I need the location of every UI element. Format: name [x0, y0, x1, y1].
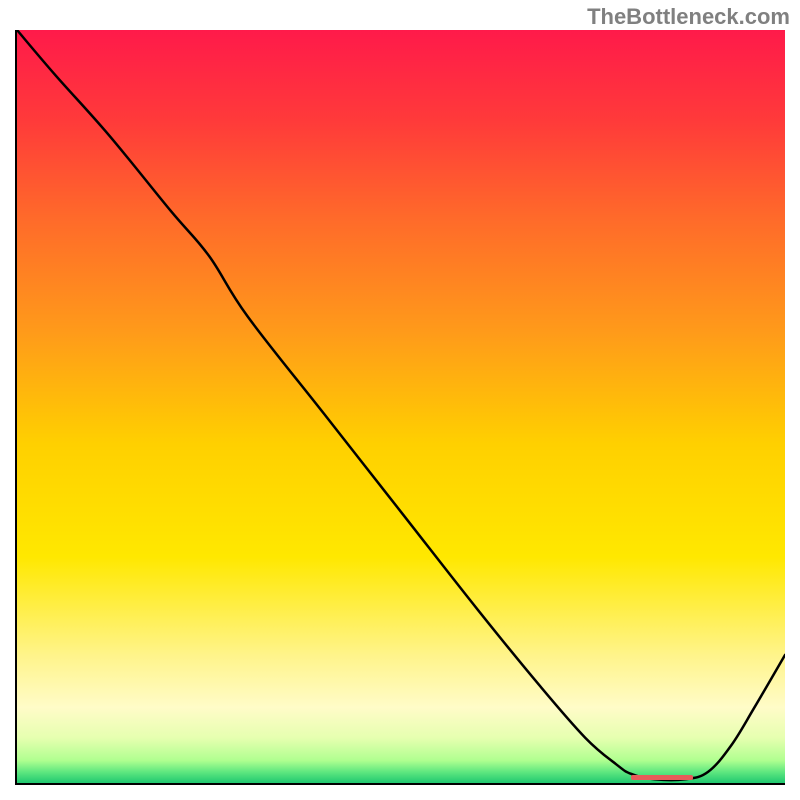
x-axis [15, 783, 785, 785]
chart-plot-area [15, 30, 785, 785]
bottleneck-curve [17, 30, 785, 783]
optimal-range-marker [631, 775, 692, 780]
watermark-text: TheBottleneck.com [587, 4, 790, 30]
